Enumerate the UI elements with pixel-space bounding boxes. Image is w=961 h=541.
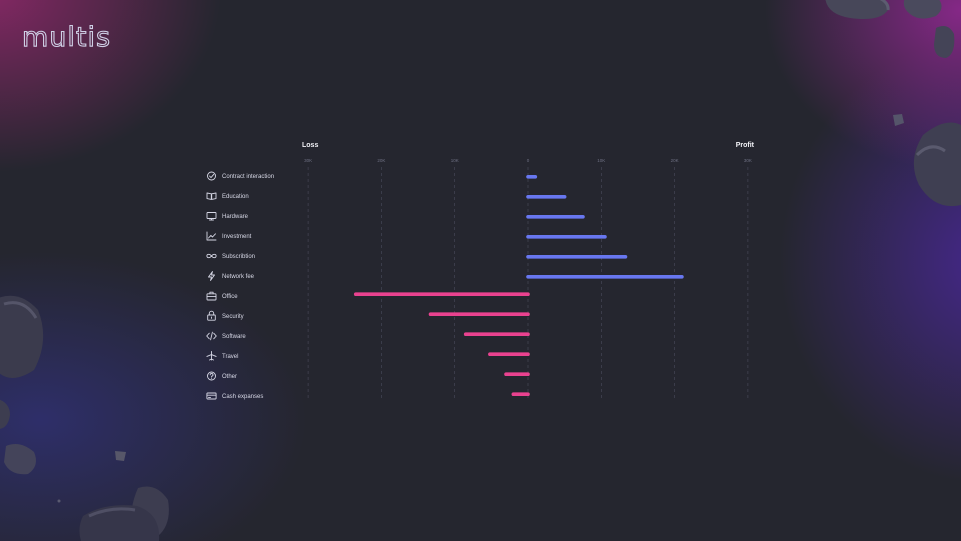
category-label: Security — [222, 314, 244, 320]
decorative-chunk — [4, 444, 36, 475]
tick-label: 20K — [671, 158, 679, 163]
category-label: Investment — [222, 234, 252, 240]
briefcase-icon — [206, 291, 217, 301]
category-row-other: Other — [207, 371, 237, 381]
code-icon — [206, 331, 217, 341]
category-row-subscribtion: Subscribtion — [206, 253, 255, 260]
tick-label: 20K — [377, 158, 385, 163]
check-circle-icon — [207, 171, 216, 181]
category-label: Office — [222, 294, 238, 300]
category-label: Cash expanses — [222, 394, 263, 400]
question-icon — [207, 371, 216, 381]
category-row-cash-expanses: Cash expanses — [206, 392, 263, 400]
tick-label: 30K — [304, 158, 312, 163]
lock-icon — [207, 310, 216, 321]
decorative-chunk — [79, 505, 160, 541]
category-row-security: Security — [207, 310, 244, 321]
category-row-contract-interaction: Contract interaction — [207, 171, 274, 181]
category-label: Software — [222, 334, 246, 340]
decorative-chunk — [913, 122, 961, 207]
profit-header: Profit — [736, 142, 755, 149]
loss-header: Loss — [302, 142, 318, 149]
category-row-education: Education — [206, 192, 249, 200]
category-label: Hardware — [222, 214, 249, 220]
gridlines — [307, 167, 749, 399]
bars — [353, 175, 684, 397]
decorative-chunk — [903, 0, 942, 19]
category-label: Contract interaction — [222, 174, 274, 180]
category-row-office: Office — [206, 291, 238, 301]
category-row-software: Software — [206, 331, 246, 341]
category-label: Other — [222, 374, 237, 380]
tick-label: 30K — [744, 158, 752, 163]
category-label: Travel — [222, 354, 238, 360]
category-row-travel: Travel — [206, 350, 238, 361]
book-icon — [206, 192, 217, 200]
category-rows: Contract interaction Education Hardware Inv… — [206, 171, 274, 400]
multis-logo: multis — [21, 21, 112, 53]
card-icon — [206, 392, 217, 400]
plane-icon — [206, 350, 217, 361]
decorative-chunk — [0, 399, 10, 429]
lightning-icon — [208, 271, 215, 281]
tick-labels: 30K 20K 10K 0 10K 20K 30K — [304, 158, 752, 163]
decorative-dot — [57, 499, 61, 503]
monitor-icon — [206, 212, 217, 221]
tick-label: 10K — [451, 158, 459, 163]
category-label: Education — [222, 194, 249, 200]
decorative-chunk — [115, 451, 126, 461]
tick-label: 0 — [527, 158, 530, 163]
category-label: Subscribtion — [222, 254, 255, 260]
decorative-chunk — [825, 0, 890, 19]
category-row-investment: Investment — [206, 231, 252, 241]
decorative-chunk — [0, 295, 44, 378]
category-row-hardware: Hardware — [206, 212, 249, 221]
category-label: Network fee — [222, 274, 255, 280]
tick-label: 10K — [597, 158, 605, 163]
decorative-chunk — [893, 114, 904, 126]
infinity-icon — [206, 253, 217, 259]
category-row-network-fee: Network fee — [208, 271, 255, 281]
decorative-chunk — [934, 26, 955, 58]
trend-up-icon — [206, 231, 217, 241]
